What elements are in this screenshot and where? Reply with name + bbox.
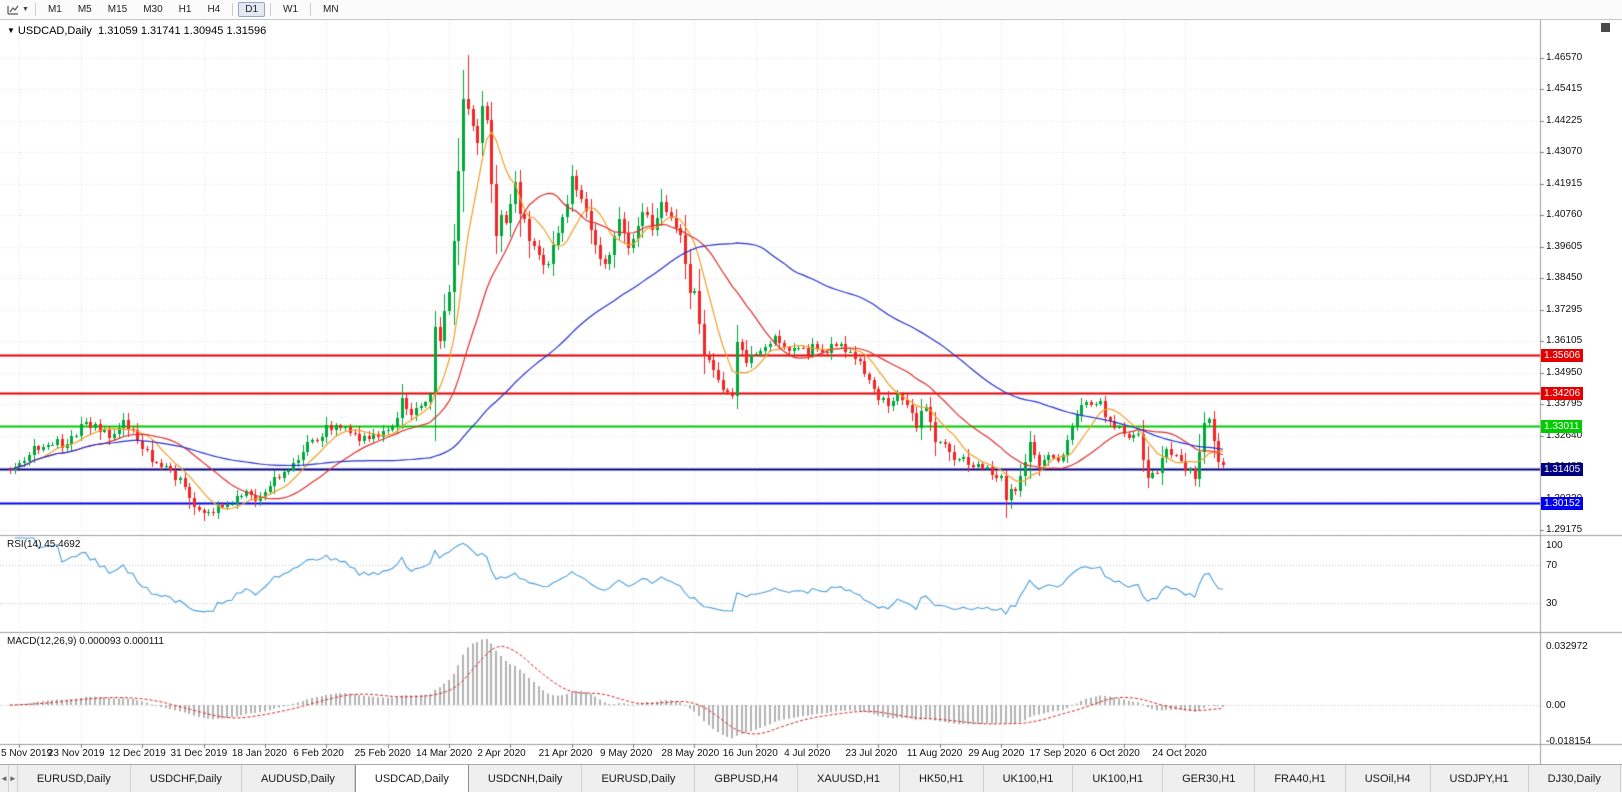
toolbar-separator [34,3,36,16]
chart-title: ▼ USDCAD,Daily 1.31059 1.31741 1.30945 1.… [7,25,266,37]
tab-usdchf-daily[interactable]: USDCHF,Daily [131,765,242,792]
rsi-name: RSI(14) [7,539,42,550]
tab-fra40-h1[interactable]: FRA40,H1 [1255,765,1346,792]
timeframe-button-h4[interactable]: H4 [207,4,221,15]
tab-scroll-left-button[interactable]: ◄ [0,765,9,792]
macd-values: 0.000093 0.000111 [79,636,164,647]
timeframe-button-m5[interactable]: M5 [77,4,92,15]
timeframe-button-h1[interactable]: H1 [178,4,192,15]
chart-tab-bar: ◄ ► EURUSD,Daily USDCHF,Daily AUDUSD,Daily… [0,764,1622,792]
timeframe-button-m1[interactable]: M1 [47,4,62,15]
chevron-down-icon[interactable]: ▼ [22,6,29,13]
tab-uk100-h1[interactable]: UK100,H1 [1073,765,1164,792]
timeframe-button-w1[interactable]: W1 [283,4,299,15]
toolbar-separator [310,3,312,16]
tab-eurusd-daily[interactable]: EURUSD,Daily [582,765,696,792]
tab-ger30-h1[interactable]: GER30,H1 [1163,765,1256,792]
timeframe-button-mn[interactable]: MN [323,4,339,15]
chart-canvas[interactable] [0,20,1622,764]
rsi-value: 45.4692 [44,539,81,550]
tab-audusd-daily[interactable]: AUDUSD,Daily [242,765,355,792]
macd-name: MACD(12,26,9) [7,636,77,647]
toolbar-separator [232,3,234,16]
charts-toolbar-icon[interactable] [4,2,22,18]
tab-usdcnh-daily[interactable]: USDCNH,Daily [469,765,583,792]
timeframe-button-m30[interactable]: M30 [143,4,163,15]
macd-indicator-label: MACD(12,26,9) 0.000093 0.000111 [7,636,164,647]
tab-gbpusd-h4[interactable]: GBPUSD,H4 [695,765,798,792]
tab-hk50-h1[interactable]: HK50,H1 [900,765,984,792]
tab-dj30-daily[interactable]: DJ30,Daily [1529,765,1621,792]
tab-scroll-right-button[interactable]: ► [9,765,18,792]
tab-usdjpy-h1[interactable]: USDJPY,H1 [1431,765,1529,792]
chart-corner-marker [1601,23,1610,32]
tab-xauusd-h1[interactable]: XAUUSD,H1 [798,765,900,792]
chart-ohlc-values: 1.31059 1.31741 1.30945 1.31596 [98,25,267,37]
toolbar-separator [270,3,272,16]
tab-usoil-h4[interactable]: USOil,H4 [1346,765,1431,792]
top-toolbar: ▼ M1 M5 M15 M30 H1 H4 D1 W1 MN [0,0,1622,20]
timeframe-button-d1[interactable]: D1 [238,2,266,17]
timeframe-group: M1 M5 M15 M30 H1 H4 D1 W1 MN [40,2,347,17]
timeframe-button-m15[interactable]: M15 [107,4,128,15]
chart-symbol: USDCAD,Daily [17,25,92,37]
tab-uk100-h1[interactable]: UK100,H1 [984,765,1074,792]
tab-eurusd-daily[interactable]: EURUSD,Daily [18,765,131,792]
rsi-indicator-label: RSI(14) 45.4692 [7,539,80,550]
tab-usdcad-daily[interactable]: USDCAD,Daily [354,765,469,792]
collapse-ohlc-icon[interactable]: ▼ [7,26,15,35]
